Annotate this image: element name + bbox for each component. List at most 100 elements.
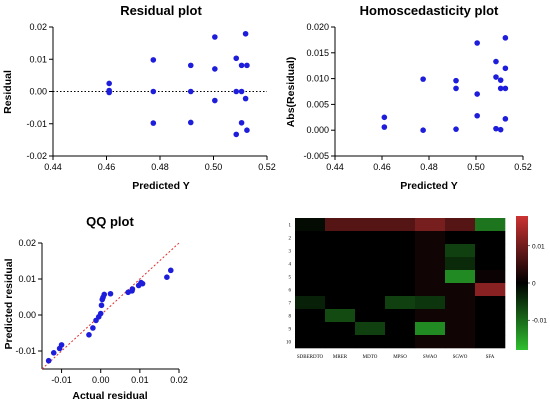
heatmap-cell bbox=[385, 335, 416, 349]
qq-plot-point bbox=[97, 310, 104, 317]
residual-plot-panel: Residual plot 0.44 0.46 0.48 0.50 0.52 -0.02 -… bbox=[2, 3, 276, 192]
heatmap-cell bbox=[415, 257, 446, 271]
residual-plot-point bbox=[187, 119, 194, 126]
qq-plot-y-tick-label: -0.01 bbox=[15, 346, 36, 356]
heatmap-cell bbox=[385, 322, 416, 336]
heatmap-row-label: 5 bbox=[289, 276, 292, 281]
heatmap-cell bbox=[475, 309, 506, 323]
residual-plot-y-tick-label: -0.01 bbox=[26, 119, 47, 129]
heatmap-cell bbox=[415, 283, 446, 297]
qq-plot-point bbox=[129, 286, 136, 292]
residual-plot-points bbox=[53, 30, 267, 138]
heatmap-cell bbox=[295, 309, 326, 323]
heatmap-row-label: 3 bbox=[289, 250, 292, 255]
heatmap-cell bbox=[415, 335, 446, 349]
residual-plot-x-tick-label: 0.48 bbox=[151, 162, 169, 172]
residual-plot-x-tick-label: 0.44 bbox=[44, 162, 62, 172]
homoscedasticity-plot-point bbox=[474, 40, 480, 46]
qq-plot-y-tick-label: 0.02 bbox=[18, 238, 36, 248]
heatmap-row-label: 9 bbox=[289, 328, 292, 333]
heatmap-cell bbox=[415, 296, 446, 310]
residual-plot-x-tick-label: 0.50 bbox=[205, 162, 223, 172]
heatmap-col-label: MDTO bbox=[363, 355, 378, 360]
heatmap-cell bbox=[445, 296, 476, 310]
heatmap-cell bbox=[415, 231, 446, 245]
heatmap-cell bbox=[325, 309, 356, 323]
homoscedasticity-plot-point bbox=[493, 74, 499, 80]
colorbar-tick-label: 0 bbox=[532, 281, 536, 288]
homoscedasticity-plot-point bbox=[474, 112, 480, 119]
heatmap-row-label: 2 bbox=[289, 237, 292, 242]
heatmap-col-label: MRER bbox=[333, 355, 348, 360]
heatmap-cell bbox=[295, 244, 326, 258]
qq-plot-x-tick-label: 0.00 bbox=[92, 375, 110, 385]
homoscedasticity-plot-point bbox=[502, 35, 509, 41]
heatmap-cell bbox=[325, 244, 356, 258]
heatmap-row-label: 4 bbox=[289, 263, 292, 268]
heatmap-cell bbox=[475, 231, 506, 245]
homoscedasticity-plot-y-tick-label: -0.005 bbox=[303, 151, 329, 161]
heatmap-cell bbox=[475, 257, 506, 271]
qq-plot-identity-line bbox=[41, 242, 180, 370]
heatmap-cell bbox=[295, 296, 326, 310]
heatmap-cell bbox=[355, 283, 386, 297]
residual-plot-point bbox=[150, 57, 157, 63]
qq-plot-point bbox=[86, 332, 92, 338]
heatmap-cell bbox=[295, 322, 326, 336]
residual-plot-point bbox=[238, 62, 245, 69]
qq-plot-panel: QQ plot -0.01 0.00 0.01 0.02 -0.01 0.00 0.01 0.… bbox=[3, 214, 188, 402]
heatmap-cell bbox=[295, 257, 326, 271]
residual-plot-point bbox=[106, 89, 112, 96]
homoscedasticity-plot-point bbox=[502, 85, 509, 92]
qq-plot-point bbox=[107, 290, 114, 297]
heatmap-cell bbox=[445, 322, 476, 336]
heatmap-cell bbox=[295, 283, 326, 297]
qq-plot-y-label: Predicted residual bbox=[3, 258, 15, 349]
heatmap-cell bbox=[355, 309, 386, 323]
heatmap-cell bbox=[325, 296, 356, 310]
colorbar-tick-label: 0.01 bbox=[532, 243, 545, 250]
residual-plot-point bbox=[212, 66, 218, 72]
heatmap-cell bbox=[445, 257, 476, 271]
heatmap-cell bbox=[355, 335, 386, 349]
homoscedasticity-plot-point bbox=[381, 124, 388, 130]
qq-plot-point bbox=[139, 280, 146, 287]
residual-plot-y-tick-label: -0.02 bbox=[26, 151, 47, 161]
heatmap-cell bbox=[445, 335, 476, 349]
heatmap-col-label: SDBERDTO bbox=[297, 355, 324, 360]
heatmap-cell bbox=[475, 322, 506, 336]
qq-plot-point bbox=[164, 274, 170, 281]
heatmap-row-label: 7 bbox=[289, 302, 292, 307]
heatmap-cell bbox=[355, 296, 386, 310]
heatmap-cell bbox=[415, 309, 446, 323]
colorbar-tick-label: -0.01 bbox=[532, 318, 547, 325]
residual-plot-x-tick-label: 0.52 bbox=[258, 162, 276, 172]
qq-plot-point bbox=[98, 302, 105, 309]
heatmap-col-label: SWAO bbox=[423, 355, 438, 360]
heatmap-cell bbox=[385, 270, 416, 284]
residual-plot-point bbox=[238, 88, 245, 95]
heatmap-colorbar: 0.01 0 -0.01 bbox=[516, 216, 547, 350]
heatmap-cell bbox=[355, 244, 386, 258]
heatmap-cell bbox=[445, 231, 476, 245]
homoscedasticity-plot-point bbox=[381, 114, 388, 121]
residual-plot-point bbox=[242, 95, 249, 102]
qq-plot-point bbox=[101, 291, 108, 298]
homoscedasticity-plot-y-label: Abs(Residual) bbox=[285, 57, 297, 128]
qq-plot-y-tick-label: 0.00 bbox=[18, 310, 36, 320]
homoscedasticity-plot-axes: 0.44 0.46 0.48 0.50 0.52 -0.005 0.000 0.005 0.01… bbox=[303, 22, 531, 172]
heatmap-cell bbox=[415, 218, 446, 232]
qq-plot-point bbox=[45, 357, 52, 364]
heatmap-cell bbox=[385, 283, 416, 297]
heatmap-cell bbox=[475, 270, 506, 284]
heatmap-cell bbox=[385, 296, 416, 310]
residual-plot-point bbox=[150, 120, 157, 126]
residual-plot-y-tick-label: 0.01 bbox=[29, 54, 47, 64]
heatmap-cells bbox=[295, 218, 506, 349]
residual-plot-x-tick-label: 0.46 bbox=[98, 162, 116, 172]
heatmap-row-label: 8 bbox=[289, 315, 292, 320]
heatmap-col-label: MPSO bbox=[393, 355, 407, 360]
heatmap-cell bbox=[355, 218, 386, 232]
homoscedasticity-plot-point bbox=[502, 65, 509, 72]
